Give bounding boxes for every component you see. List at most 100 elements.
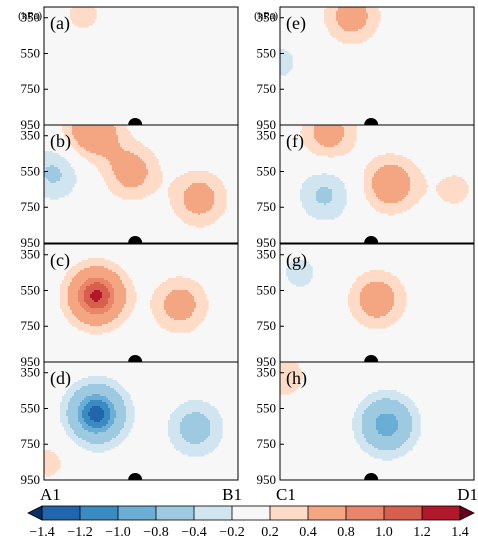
field-cell: [70, 276, 73, 279]
field-cell: [70, 278, 73, 281]
field-cell: [186, 177, 189, 180]
field-cell: [64, 276, 67, 279]
field-cell: [112, 302, 115, 305]
field-cell: [176, 294, 179, 297]
field-cell: [214, 416, 217, 419]
field-cell: [104, 147, 107, 150]
field-cell: [136, 167, 139, 170]
field-cell: [104, 141, 107, 144]
field-cell: [80, 264, 83, 267]
field-cell: [72, 280, 75, 283]
field-cell: [48, 185, 51, 188]
field-cell: [50, 169, 53, 172]
field-cell: [118, 396, 121, 399]
field-cell: [176, 416, 179, 419]
field-cell: [62, 418, 65, 421]
field-cell: [182, 278, 185, 281]
field-cell: [154, 157, 157, 160]
field-cell: [78, 410, 81, 413]
field-cell: [122, 416, 125, 419]
field-cell: [142, 191, 145, 194]
field-cell: [114, 402, 117, 405]
field-cell: [188, 330, 191, 333]
field-cell: [184, 203, 187, 206]
field-cell: [180, 207, 183, 210]
field-cell: [76, 139, 79, 142]
field-cell: [92, 376, 95, 379]
field-cell: [130, 139, 133, 142]
field-cell: [170, 320, 173, 323]
field-cell: [76, 280, 79, 283]
field-cell: [62, 304, 65, 307]
field-cell: [128, 398, 131, 401]
field-cell: [112, 308, 115, 311]
field-cell: [84, 404, 87, 407]
field-cell: [174, 312, 177, 315]
field-cell: [202, 302, 205, 305]
field-cell: [120, 296, 123, 299]
field-cell: [168, 304, 171, 307]
field-cell: [110, 378, 113, 381]
field-cell: [218, 211, 221, 214]
field-cell: [190, 408, 193, 411]
field-cell: [202, 211, 205, 214]
field-cell: [150, 187, 153, 190]
field-cell: [98, 153, 101, 156]
field-cell: [106, 414, 109, 417]
field-cell: [80, 262, 83, 265]
field-cell: [120, 294, 123, 297]
field-cell: [86, 19, 89, 22]
field-cell: [210, 422, 213, 425]
field-cell: [124, 155, 127, 158]
field-cell: [46, 163, 49, 166]
field-cell: [182, 189, 185, 192]
field-cell: [100, 304, 103, 307]
field-cell: [62, 169, 65, 172]
field-cell: [84, 398, 87, 401]
field-cell: [78, 290, 81, 293]
field-cell: [72, 424, 75, 427]
field-cell: [142, 147, 145, 150]
field-cell: [102, 326, 105, 329]
field-cell: [178, 298, 181, 301]
field-cell: [82, 400, 85, 403]
field-cell: [128, 187, 131, 190]
field-cell: [98, 131, 101, 134]
field-cell: [94, 290, 97, 293]
field-cell: [68, 402, 71, 405]
field-cell: [84, 314, 87, 317]
field-cell: [94, 129, 97, 132]
field-cell: [170, 284, 173, 287]
field-cell: [184, 177, 187, 180]
field-cell: [74, 408, 77, 411]
field-cell: [130, 143, 133, 146]
field-cell: [64, 284, 67, 287]
field-cell: [58, 173, 61, 176]
field-cell: [124, 165, 127, 168]
field-cell: [162, 326, 165, 329]
field-cell: [100, 139, 103, 142]
field-cell: [150, 175, 153, 178]
field-cell: [188, 201, 191, 204]
field-cell: [194, 414, 197, 417]
field-cell: [128, 306, 131, 309]
field-cell: [82, 310, 85, 313]
field-cell: [88, 129, 91, 132]
field-cell: [102, 286, 105, 289]
field-cell: [110, 306, 113, 309]
field-cell: [106, 280, 109, 283]
field-cell: [192, 207, 195, 210]
field-cell: [102, 328, 105, 331]
field-cell: [156, 169, 159, 172]
field-cell: [98, 258, 101, 261]
field-cell: [156, 179, 159, 182]
field-cell: [170, 300, 173, 303]
field-cell: [90, 424, 93, 427]
field-cell: [134, 149, 137, 152]
field-cell: [114, 318, 117, 321]
field-cell: [124, 396, 127, 399]
field-cell: [182, 284, 185, 287]
field-cell: [104, 143, 107, 146]
field-cell: [120, 135, 123, 138]
field-cell: [84, 418, 87, 421]
